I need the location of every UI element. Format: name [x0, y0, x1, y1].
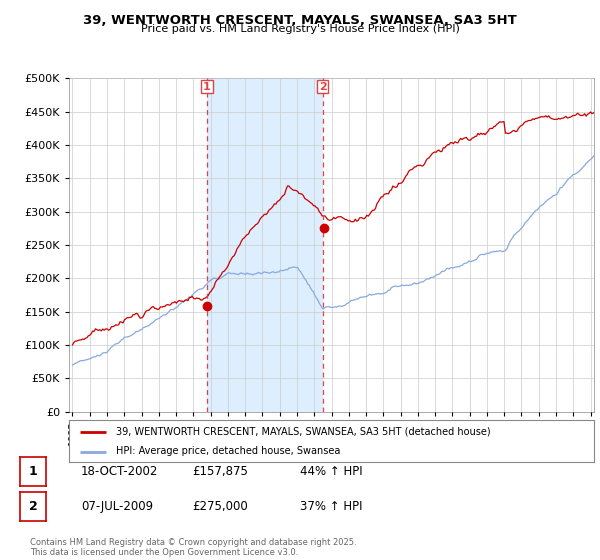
Text: HPI: Average price, detached house, Swansea: HPI: Average price, detached house, Swan… [116, 446, 341, 456]
Text: 39, WENTWORTH CRESCENT, MAYALS, SWANSEA, SA3 5HT: 39, WENTWORTH CRESCENT, MAYALS, SWANSEA,… [83, 14, 517, 27]
Text: £275,000: £275,000 [192, 500, 248, 514]
Text: 1: 1 [29, 465, 37, 478]
Text: 44% ↑ HPI: 44% ↑ HPI [300, 465, 362, 478]
Text: £157,875: £157,875 [192, 465, 248, 478]
Text: 37% ↑ HPI: 37% ↑ HPI [300, 500, 362, 514]
Bar [207, 78, 323, 412]
Text: 18-OCT-2002: 18-OCT-2002 [81, 465, 158, 478]
Text: 2: 2 [319, 82, 327, 92]
Text: Price paid vs. HM Land Registry's House Price Index (HPI): Price paid vs. HM Land Registry's House … [140, 24, 460, 34]
Text: 07-JUL-2009: 07-JUL-2009 [81, 500, 153, 514]
Text: Contains HM Land Registry data © Crown copyright and database right 2025.
This d: Contains HM Land Registry data © Crown c… [30, 538, 356, 557]
Text: 2: 2 [29, 500, 37, 514]
Text: 39, WENTWORTH CRESCENT, MAYALS, SWANSEA, SA3 5HT (detached house): 39, WENTWORTH CRESCENT, MAYALS, SWANSEA,… [116, 427, 491, 437]
Text: 1: 1 [203, 82, 211, 92]
